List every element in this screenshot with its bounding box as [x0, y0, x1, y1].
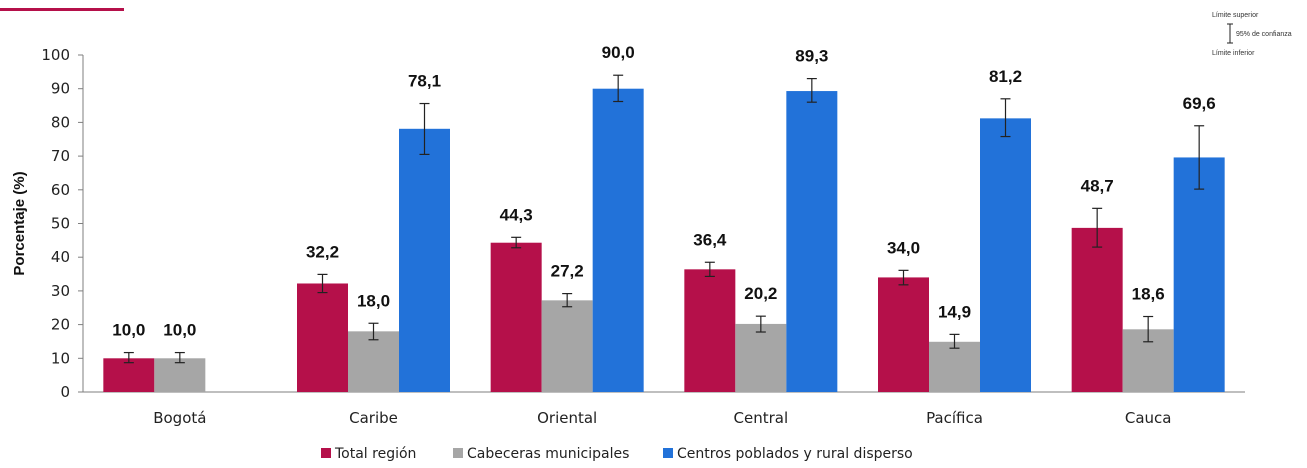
bar — [490, 242, 542, 392]
data-label: 10,0 — [163, 321, 196, 340]
bar — [878, 277, 929, 392]
bar — [980, 118, 1031, 392]
bar — [1173, 157, 1225, 392]
legend-label: Centros poblados y rural disperso — [677, 446, 913, 462]
y-tick-label: 50 — [51, 215, 70, 233]
y-tick-label: 0 — [60, 383, 70, 401]
y-tick-label: 60 — [51, 181, 70, 199]
x-category-label: Cauca — [1125, 409, 1172, 427]
bar — [103, 358, 155, 392]
bar — [154, 358, 206, 392]
ci-legend-middle: 95% de confianza — [1236, 31, 1292, 38]
confidence-interval-legend: Límite superior 95% de confianza Límite in… — [1212, 12, 1292, 57]
x-category-label: Pacífica — [926, 409, 983, 427]
data-label: 18,6 — [1132, 285, 1165, 304]
data-label: 81,2 — [989, 67, 1022, 86]
y-tick-label: 90 — [51, 80, 70, 98]
data-label: 48,7 — [1081, 176, 1114, 195]
chart-data-labels: 10,0 10,0 32,2 18,0 78,1 44,3 27,2 90,0 36,4 20,2… — [112, 43, 1215, 339]
data-label: 32,2 — [306, 242, 339, 261]
y-tick-label: 40 — [51, 248, 70, 266]
data-label: 90,0 — [602, 43, 635, 62]
bar — [786, 91, 838, 393]
data-label: 69,6 — [1183, 94, 1216, 113]
y-tick-label: 70 — [51, 147, 70, 165]
bar — [684, 269, 736, 392]
data-label: 20,2 — [744, 284, 777, 303]
y-tick-label: 100 — [41, 46, 70, 64]
y-tick-label: 80 — [51, 113, 70, 131]
data-label: 18,0 — [357, 291, 390, 310]
data-label: 36,4 — [693, 230, 727, 249]
x-category-label: Bogotá — [153, 409, 206, 427]
x-category-label: Caribe — [349, 409, 398, 427]
bar — [399, 128, 450, 393]
legend-swatch — [453, 448, 463, 458]
bar — [592, 88, 644, 392]
ci-legend-lower: Límite inferior — [1212, 50, 1255, 57]
legend-swatch — [663, 448, 673, 458]
data-label: 89,3 — [795, 47, 828, 66]
legend-label: Cabeceras municipales — [467, 446, 629, 462]
legend-swatch — [321, 448, 331, 458]
data-label: 44,3 — [500, 205, 533, 224]
bar — [929, 341, 980, 392]
ci-legend-upper: Límite superior — [1212, 12, 1259, 19]
title-accent-line — [0, 8, 124, 11]
bar — [297, 283, 348, 392]
data-label: 34,0 — [887, 238, 920, 257]
y-tick-label: 10 — [51, 349, 70, 367]
bar — [348, 331, 399, 392]
bar — [1071, 227, 1123, 392]
chart-bars — [103, 74, 1225, 393]
data-label: 14,9 — [938, 302, 971, 321]
legend-label: Total región — [334, 446, 416, 462]
y-tick-label: 20 — [51, 316, 70, 334]
x-category-label: Central — [734, 409, 789, 427]
y-axis-title: Porcentaje (%) — [11, 171, 28, 275]
bar — [735, 323, 787, 392]
chart-legend: Total región Cabeceras municipales Centros… — [321, 446, 913, 462]
data-label: 27,2 — [551, 262, 584, 281]
chart-axes: 0 10 20 30 40 50 60 70 80 90 100 Porcentaje (%) Bogo… — [11, 46, 1245, 427]
data-label: 10,0 — [112, 321, 145, 340]
data-label: 78,1 — [408, 72, 441, 91]
y-tick-label: 30 — [51, 282, 70, 300]
x-category-label: Oriental — [537, 409, 597, 427]
bar — [541, 300, 593, 392]
